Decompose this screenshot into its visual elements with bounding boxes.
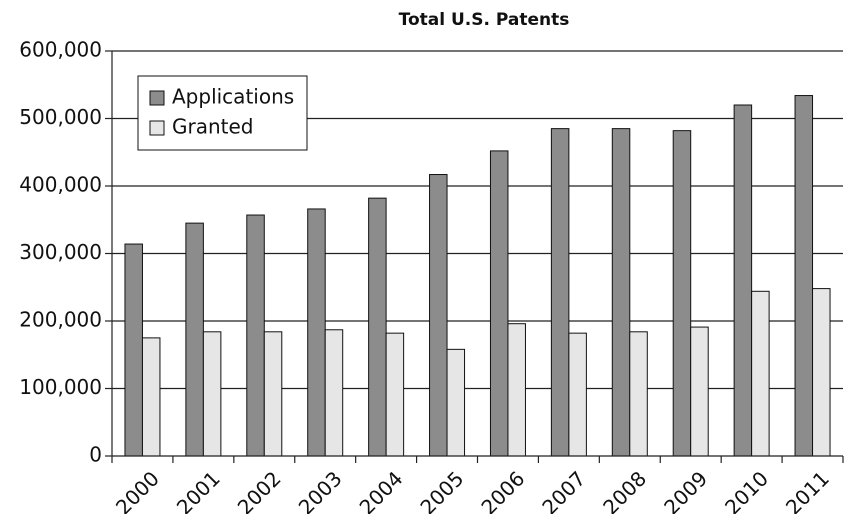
y-tick-label: 400,000 bbox=[19, 173, 102, 197]
x-tick-label: 2002 bbox=[233, 466, 286, 514]
legend-label: Granted bbox=[172, 115, 254, 139]
bar bbox=[263, 331, 283, 457]
bar bbox=[812, 288, 831, 457]
bar bbox=[202, 331, 222, 457]
legend-swatch bbox=[149, 90, 165, 106]
x-tick-label: 2008 bbox=[598, 466, 651, 514]
bar bbox=[446, 348, 466, 457]
x-tick-label: 2001 bbox=[172, 466, 225, 514]
bar bbox=[141, 337, 161, 457]
x-tick-label: 2003 bbox=[294, 466, 347, 514]
bar bbox=[794, 95, 814, 457]
bar bbox=[246, 214, 265, 457]
bar bbox=[429, 174, 448, 457]
bar bbox=[629, 331, 648, 457]
y-tick-label: 500,000 bbox=[19, 105, 102, 129]
x-tick-label: 2000 bbox=[111, 466, 164, 514]
legend-label: Applications bbox=[172, 85, 294, 109]
y-tick-label: 0 bbox=[89, 443, 102, 467]
y-tick-label: 600,000 bbox=[19, 38, 102, 62]
x-tick-label: 2007 bbox=[537, 466, 590, 514]
x-tick-label: 2010 bbox=[720, 466, 773, 514]
x-tick-label: 2009 bbox=[659, 466, 712, 514]
y-tick-label: 100,000 bbox=[19, 375, 102, 399]
bar bbox=[307, 208, 326, 457]
bar bbox=[489, 150, 509, 457]
bar bbox=[324, 329, 344, 457]
bar bbox=[611, 128, 631, 457]
bar bbox=[368, 197, 387, 457]
bar bbox=[733, 104, 753, 457]
bar bbox=[672, 130, 692, 457]
x-tick-label: 2004 bbox=[355, 466, 408, 514]
legend-box bbox=[137, 75, 308, 151]
x-tick-label: 2005 bbox=[415, 466, 468, 514]
chart-title: Total U.S. Patents bbox=[399, 10, 570, 30]
bar bbox=[124, 243, 143, 457]
bar bbox=[185, 222, 204, 457]
y-tick-label: 300,000 bbox=[19, 240, 102, 264]
bar bbox=[507, 323, 526, 457]
legend-swatch bbox=[149, 120, 165, 136]
bar bbox=[751, 290, 770, 457]
bar bbox=[385, 332, 405, 457]
bar bbox=[550, 128, 570, 457]
bar bbox=[568, 332, 587, 457]
y-tick-label: 200,000 bbox=[19, 308, 102, 332]
x-tick-label: 2011 bbox=[781, 466, 834, 514]
bar bbox=[690, 326, 709, 457]
x-tick-label: 2006 bbox=[476, 466, 529, 514]
